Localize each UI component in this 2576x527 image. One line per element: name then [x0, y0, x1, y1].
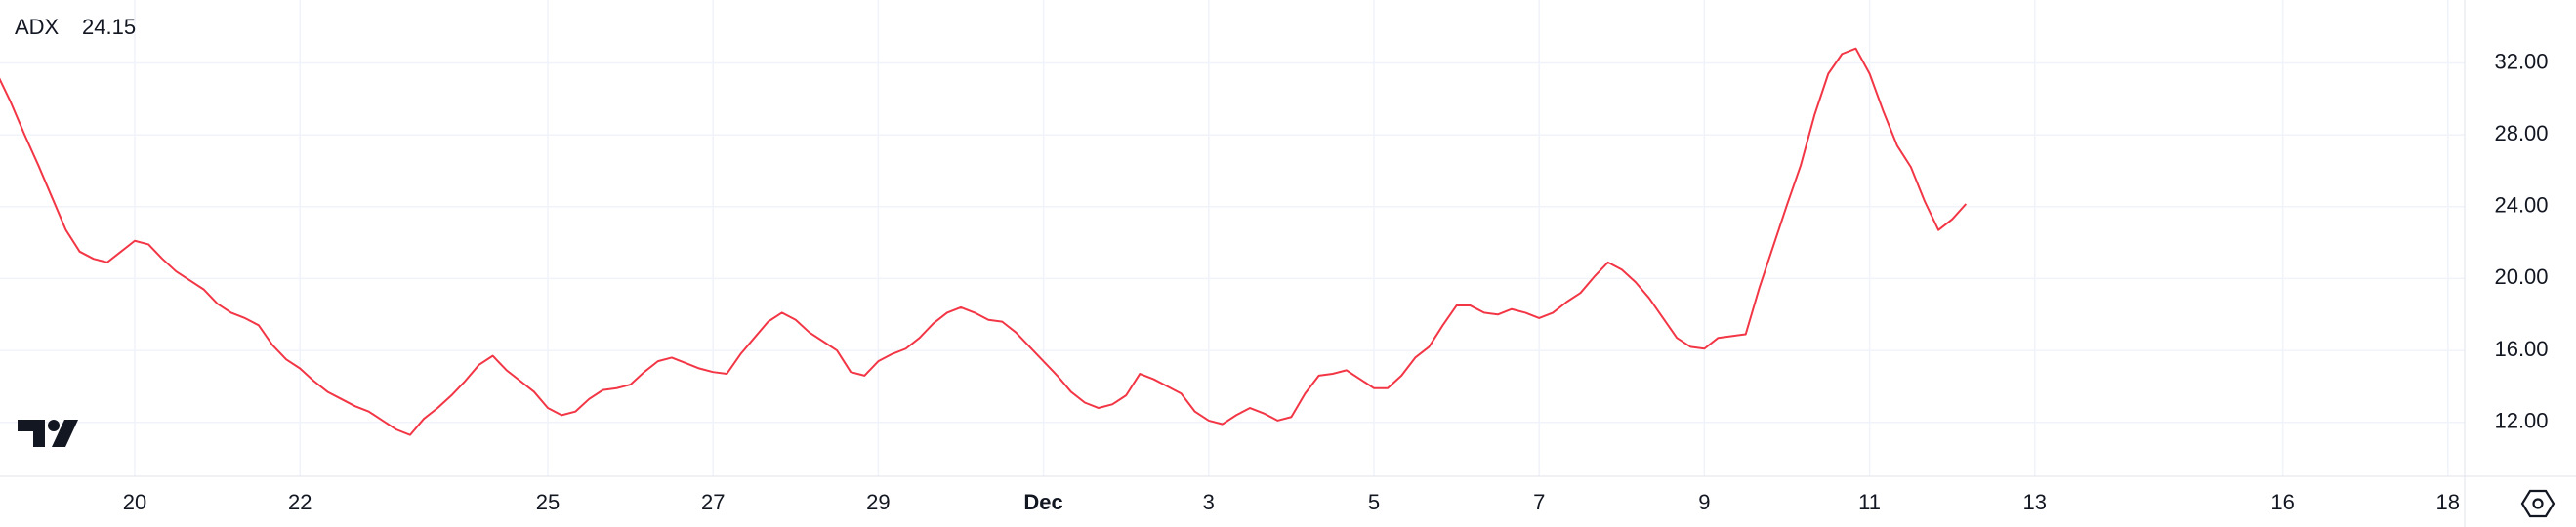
x-tick-label: 9	[1698, 490, 1710, 514]
x-tick-label: 16	[2270, 490, 2294, 514]
x-tick-label: 25	[536, 490, 560, 514]
y-tick-label: 24.00	[2494, 193, 2548, 218]
logo	[18, 420, 78, 447]
settings-button[interactable]	[2520, 489, 2555, 518]
x-tick-label: 27	[701, 490, 725, 514]
y-tick-label: 32.00	[2494, 49, 2548, 73]
y-tick-label: 20.00	[2494, 264, 2548, 289]
indicator-name: ADX	[15, 15, 60, 39]
labels: 12.00 16.00 20.00 24.00 28.00 32.00 20 22 25 27 29…	[123, 49, 2549, 514]
indicator-value: 24.15	[82, 15, 136, 39]
x-tick-label: Dec	[1023, 490, 1062, 514]
y-tick-label: 16.00	[2494, 337, 2548, 361]
y-tick-label: 12.00	[2494, 409, 2548, 433]
x-tick-label: 3	[1203, 490, 1215, 514]
x-tick-label: 22	[288, 490, 312, 514]
x-tick-label: 5	[1368, 490, 1380, 514]
plot	[0, 47, 1968, 436]
x-tick-label: 29	[866, 490, 890, 514]
x-tick-label: 13	[2023, 490, 2047, 514]
line	[0, 47, 1968, 436]
x-tick-label: 11	[1858, 490, 1881, 514]
x-tick-label: 7	[1533, 490, 1545, 514]
grid	[0, 0, 2465, 476]
x-tick-label: 18	[2436, 490, 2460, 514]
x-tick-label: 20	[123, 490, 146, 514]
y-tick-label: 28.00	[2494, 121, 2548, 145]
